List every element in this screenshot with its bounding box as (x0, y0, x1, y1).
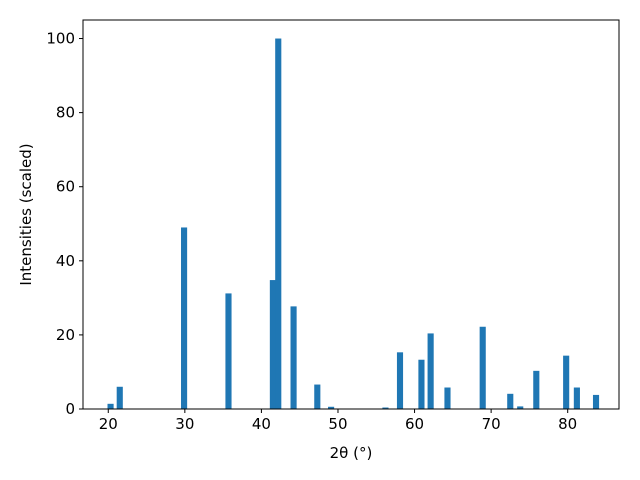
x-tick-label: 20 (99, 415, 118, 433)
bar (592, 394, 600, 409)
y-tick-label: 60 (56, 178, 75, 196)
x-axis-ticks: 20 30 40 50 60 70 80 (99, 409, 577, 433)
y-tick-label: 20 (56, 326, 75, 344)
bar (563, 355, 570, 409)
plot-frame (82, 19, 620, 410)
bar (275, 38, 282, 410)
bar (507, 393, 514, 409)
bar (427, 333, 434, 409)
x-axis-label: 2θ (°) (330, 444, 373, 462)
y-tick-label: 100 (46, 30, 75, 48)
y-axis-ticks: 0 20 40 60 80 100 (46, 30, 83, 418)
bar (573, 387, 580, 409)
bar (517, 406, 524, 409)
bar (479, 326, 486, 409)
bar (225, 293, 232, 409)
bar (382, 407, 389, 409)
bar (290, 306, 297, 409)
y-tick-label: 40 (56, 252, 75, 270)
x-tick-label: 30 (175, 415, 194, 433)
bar (181, 227, 188, 409)
bar (314, 384, 321, 409)
bar (107, 403, 114, 409)
bar (116, 386, 123, 409)
y-tick-label: 0 (65, 400, 75, 418)
x-tick-label: 40 (252, 415, 271, 433)
x-tick-label: 60 (405, 415, 424, 433)
x-tick-label: 80 (558, 415, 577, 433)
x-tick-label: 50 (328, 415, 347, 433)
bar (444, 387, 451, 409)
bars-group (107, 38, 600, 410)
y-tick-label: 80 (56, 104, 75, 122)
bar (328, 406, 335, 409)
bar (269, 280, 276, 409)
y-axis-label: Intensities (scaled) (17, 143, 35, 285)
x-tick-label: 70 (482, 415, 501, 433)
plot-background (83, 20, 619, 409)
bar (533, 370, 540, 409)
bar (396, 352, 404, 409)
bar (418, 359, 425, 409)
